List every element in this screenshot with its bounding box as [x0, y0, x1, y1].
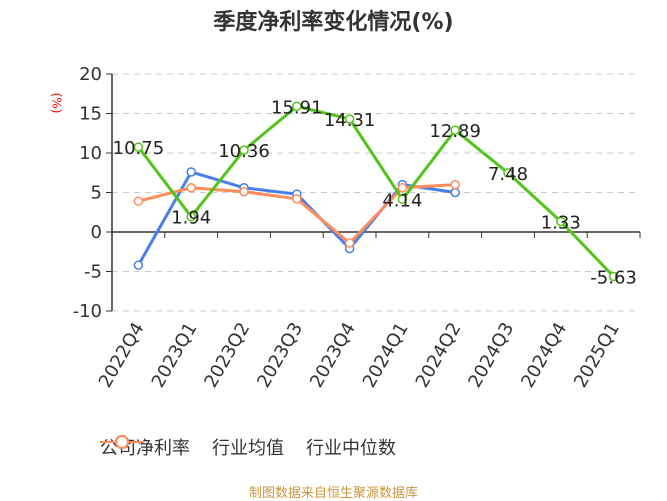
data-point[interactable]: [292, 101, 302, 112]
data-point[interactable]: [503, 168, 513, 178]
y-tick-label: 15: [79, 104, 102, 125]
data-label: -5.63: [590, 267, 637, 288]
data-label: 10.36: [218, 141, 270, 162]
x-tick-label: 2024Q3: [464, 319, 518, 391]
data-label: 1.94: [171, 208, 211, 229]
data-label: 14.31: [324, 110, 376, 131]
chart-title: 季度净利率变化情况(%): [213, 10, 454, 35]
y-tick-label: 5: [91, 183, 102, 204]
data-point[interactable]: [397, 194, 408, 205]
data-point[interactable]: [133, 196, 144, 206]
x-tick-label: 2023Q2: [200, 319, 254, 391]
series-line: [137, 104, 615, 278]
x-tick-label: 2024Q4: [517, 319, 571, 391]
data-point[interactable]: [556, 216, 566, 227]
legend-line-circle-icon: [100, 435, 144, 449]
data-point[interactable]: [344, 114, 355, 124]
data-label: 4.14: [382, 190, 422, 211]
data-label: 1.33: [541, 212, 581, 233]
data-point[interactable]: [186, 183, 196, 193]
x-tick-label: 2023Q4: [306, 319, 360, 391]
y-tick-label: 20: [79, 64, 102, 85]
data-point[interactable]: [133, 142, 144, 152]
legend-item-industry-avg[interactable]: 行业均值: [100, 434, 284, 460]
x-tick-label: 2023Q3: [253, 319, 307, 391]
data-point[interactable]: [450, 179, 460, 190]
data-point[interactable]: [239, 186, 249, 197]
x-tick-label: 2024Q2: [412, 319, 466, 391]
line-chart: -10-5051015202022Q42023Q12023Q22023Q3202…: [73, 64, 641, 391]
data-point[interactable]: [608, 271, 619, 282]
legend: 公司净利率 行业均值 行业中位数: [100, 434, 396, 460]
data-label: 15.91: [271, 97, 323, 118]
legend-label: 行业中位数: [306, 438, 396, 459]
data-point[interactable]: [344, 238, 355, 248]
data-point[interactable]: [186, 167, 196, 177]
y-tick-label: 10: [79, 143, 102, 164]
data-point[interactable]: [186, 211, 196, 222]
data-point[interactable]: [397, 183, 408, 193]
data-point[interactable]: [450, 187, 460, 198]
x-tick-label: 2022Q4: [95, 319, 149, 391]
data-label: 7.48: [488, 164, 528, 185]
data-label: 10.75: [113, 138, 165, 159]
data-point[interactable]: [133, 260, 144, 270]
data-source-note: 制图数据来自恒生聚源数据库: [248, 486, 418, 501]
y-tick-label: -10: [73, 301, 102, 322]
x-tick-label: 2025Q1: [570, 319, 624, 391]
data-point[interactable]: [292, 194, 302, 204]
y-tick-label: -5: [84, 262, 102, 283]
data-point[interactable]: [239, 145, 249, 155]
data-point[interactable]: [450, 125, 460, 135]
x-tick-label: 2023Q1: [148, 319, 202, 391]
y-tick-label: 0: [91, 222, 102, 243]
data-label: 12.89: [429, 121, 481, 142]
x-tick-label: 2024Q1: [359, 319, 413, 391]
legend-label: 行业均值: [212, 438, 284, 459]
legend-item-industry-median[interactable]: 行业中位数: [100, 434, 396, 460]
